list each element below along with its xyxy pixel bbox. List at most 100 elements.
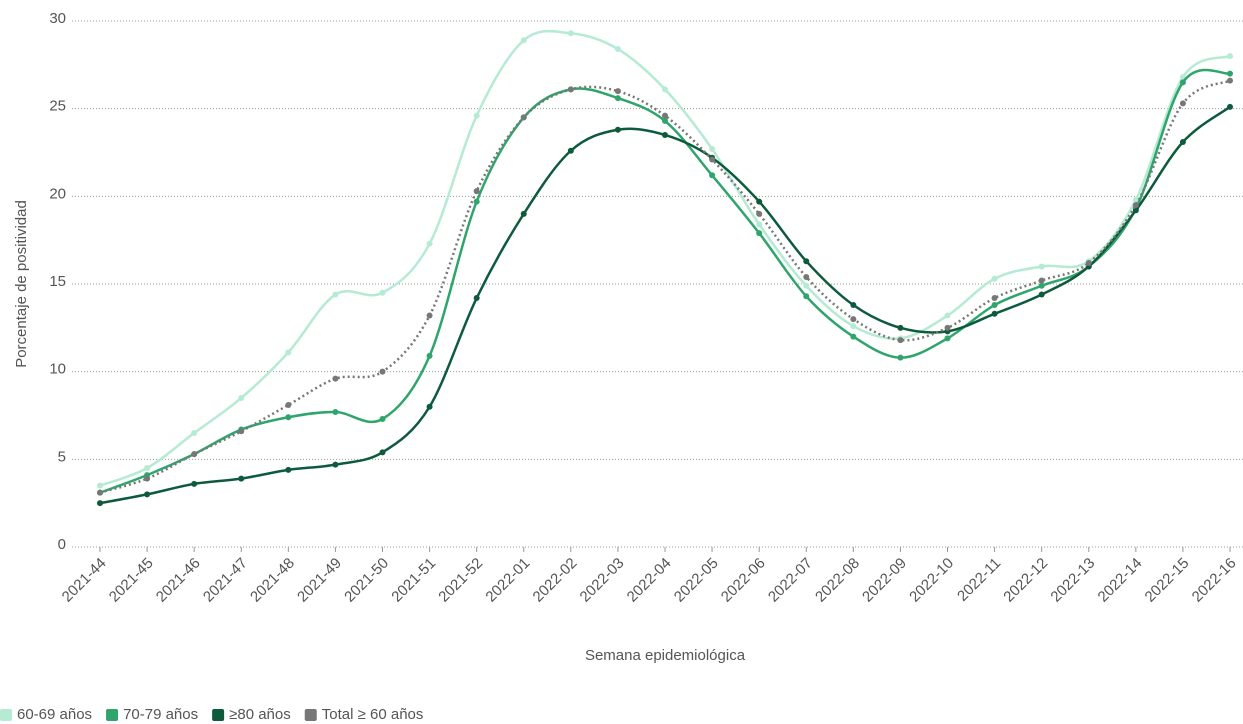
y-tick-label: 15	[49, 273, 66, 290]
data-point	[285, 466, 292, 473]
x-tick-label: 2021-44	[59, 555, 110, 606]
data-point	[144, 475, 151, 482]
x-tick-label: 2022-08	[812, 555, 863, 606]
data-point	[897, 354, 904, 361]
x-tick-label: 2021-51	[388, 555, 439, 606]
data-point	[1132, 207, 1139, 214]
data-point	[332, 291, 339, 298]
data-point	[1179, 100, 1186, 107]
data-point	[191, 451, 198, 458]
data-point	[944, 324, 951, 331]
x-tick-label: 2021-52	[435, 555, 486, 606]
data-point	[709, 172, 716, 179]
x-tick-label: 2022-16	[1189, 555, 1240, 606]
data-point	[850, 333, 857, 340]
data-point	[756, 198, 763, 205]
y-tick-label: 30	[49, 10, 66, 27]
legend-swatch	[0, 709, 12, 721]
data-point	[850, 316, 857, 323]
legend-label: 60-69 años	[17, 706, 92, 723]
data-point	[332, 375, 339, 382]
data-point	[97, 489, 103, 496]
x-tick-label: 2021-45	[106, 555, 157, 606]
x-tick-label: 2022-04	[624, 555, 675, 606]
data-point	[379, 416, 386, 423]
data-point	[662, 86, 668, 93]
y-tick-label: 20	[49, 185, 66, 202]
x-tick-label: 2022-15	[1142, 555, 1193, 606]
data-point	[1179, 79, 1186, 86]
data-point	[1038, 291, 1045, 298]
data-point	[567, 86, 574, 93]
data-point	[1227, 53, 1233, 60]
data-point	[897, 337, 904, 344]
data-point	[850, 302, 857, 309]
data-point	[991, 310, 998, 317]
data-point	[662, 117, 668, 124]
data-point	[803, 258, 810, 265]
data-point	[897, 324, 904, 331]
data-point	[803, 273, 810, 280]
data-point	[238, 475, 245, 482]
data-point	[473, 112, 480, 119]
data-point	[1085, 259, 1092, 266]
data-point	[379, 449, 386, 456]
data-point	[850, 323, 857, 330]
data-point	[709, 145, 716, 152]
y-tick-label: 25	[49, 98, 66, 115]
x-axis-title: Semana epidemiológica	[585, 647, 746, 664]
data-point	[756, 221, 763, 228]
y-tick-label: 0	[58, 536, 66, 553]
legend-swatch	[212, 709, 225, 721]
data-point	[1227, 103, 1233, 110]
data-point	[614, 126, 621, 133]
x-tick-label: 2022-13	[1047, 555, 1098, 606]
data-point	[991, 275, 998, 282]
data-point	[614, 46, 621, 53]
data-point	[1179, 138, 1186, 145]
data-point	[97, 500, 103, 507]
data-point	[567, 147, 574, 154]
legend-label: Total ≥ 60 años	[322, 706, 424, 723]
data-point	[567, 30, 574, 37]
data-point	[426, 403, 433, 410]
data-point	[1227, 70, 1233, 77]
data-point	[520, 210, 527, 217]
x-tick-label: 2022-11	[954, 555, 1004, 605]
data-point	[803, 282, 810, 289]
data-point	[426, 352, 433, 359]
data-point	[520, 37, 527, 44]
data-point	[756, 210, 763, 217]
data-point	[191, 430, 198, 437]
data-point	[332, 461, 339, 468]
data-point	[473, 295, 480, 302]
y-axis-title: Porcentaje de positividad	[13, 200, 30, 368]
x-tick-label: 2022-01	[482, 555, 533, 606]
data-point	[426, 312, 433, 319]
data-point	[1132, 202, 1139, 209]
data-point	[1038, 277, 1045, 284]
data-point	[285, 401, 292, 408]
x-tick-label: 2021-48	[247, 555, 298, 606]
x-tick-label: 2022-14	[1095, 555, 1146, 606]
data-point	[191, 480, 198, 487]
x-tick-label: 2022-03	[577, 555, 628, 606]
x-tick-label: 2021-49	[294, 555, 345, 606]
data-point	[614, 95, 621, 102]
data-point	[944, 335, 951, 342]
y-tick-label: 10	[49, 361, 66, 378]
data-point	[285, 349, 292, 356]
x-tick-label: 2022-02	[530, 555, 581, 606]
x-tick-label: 2022-06	[718, 555, 769, 606]
data-point	[1038, 282, 1045, 289]
x-tick-label: 2021-46	[153, 555, 204, 606]
x-tick-label: 2021-50	[341, 555, 392, 606]
x-tick-label: 2022-10	[906, 555, 957, 606]
series-line	[99, 29, 1231, 487]
data-point	[662, 112, 668, 119]
x-tick-label: 2021-47	[200, 555, 251, 606]
data-point	[1227, 77, 1233, 84]
x-tick-label: 2022-09	[859, 555, 910, 606]
data-point	[285, 414, 292, 421]
